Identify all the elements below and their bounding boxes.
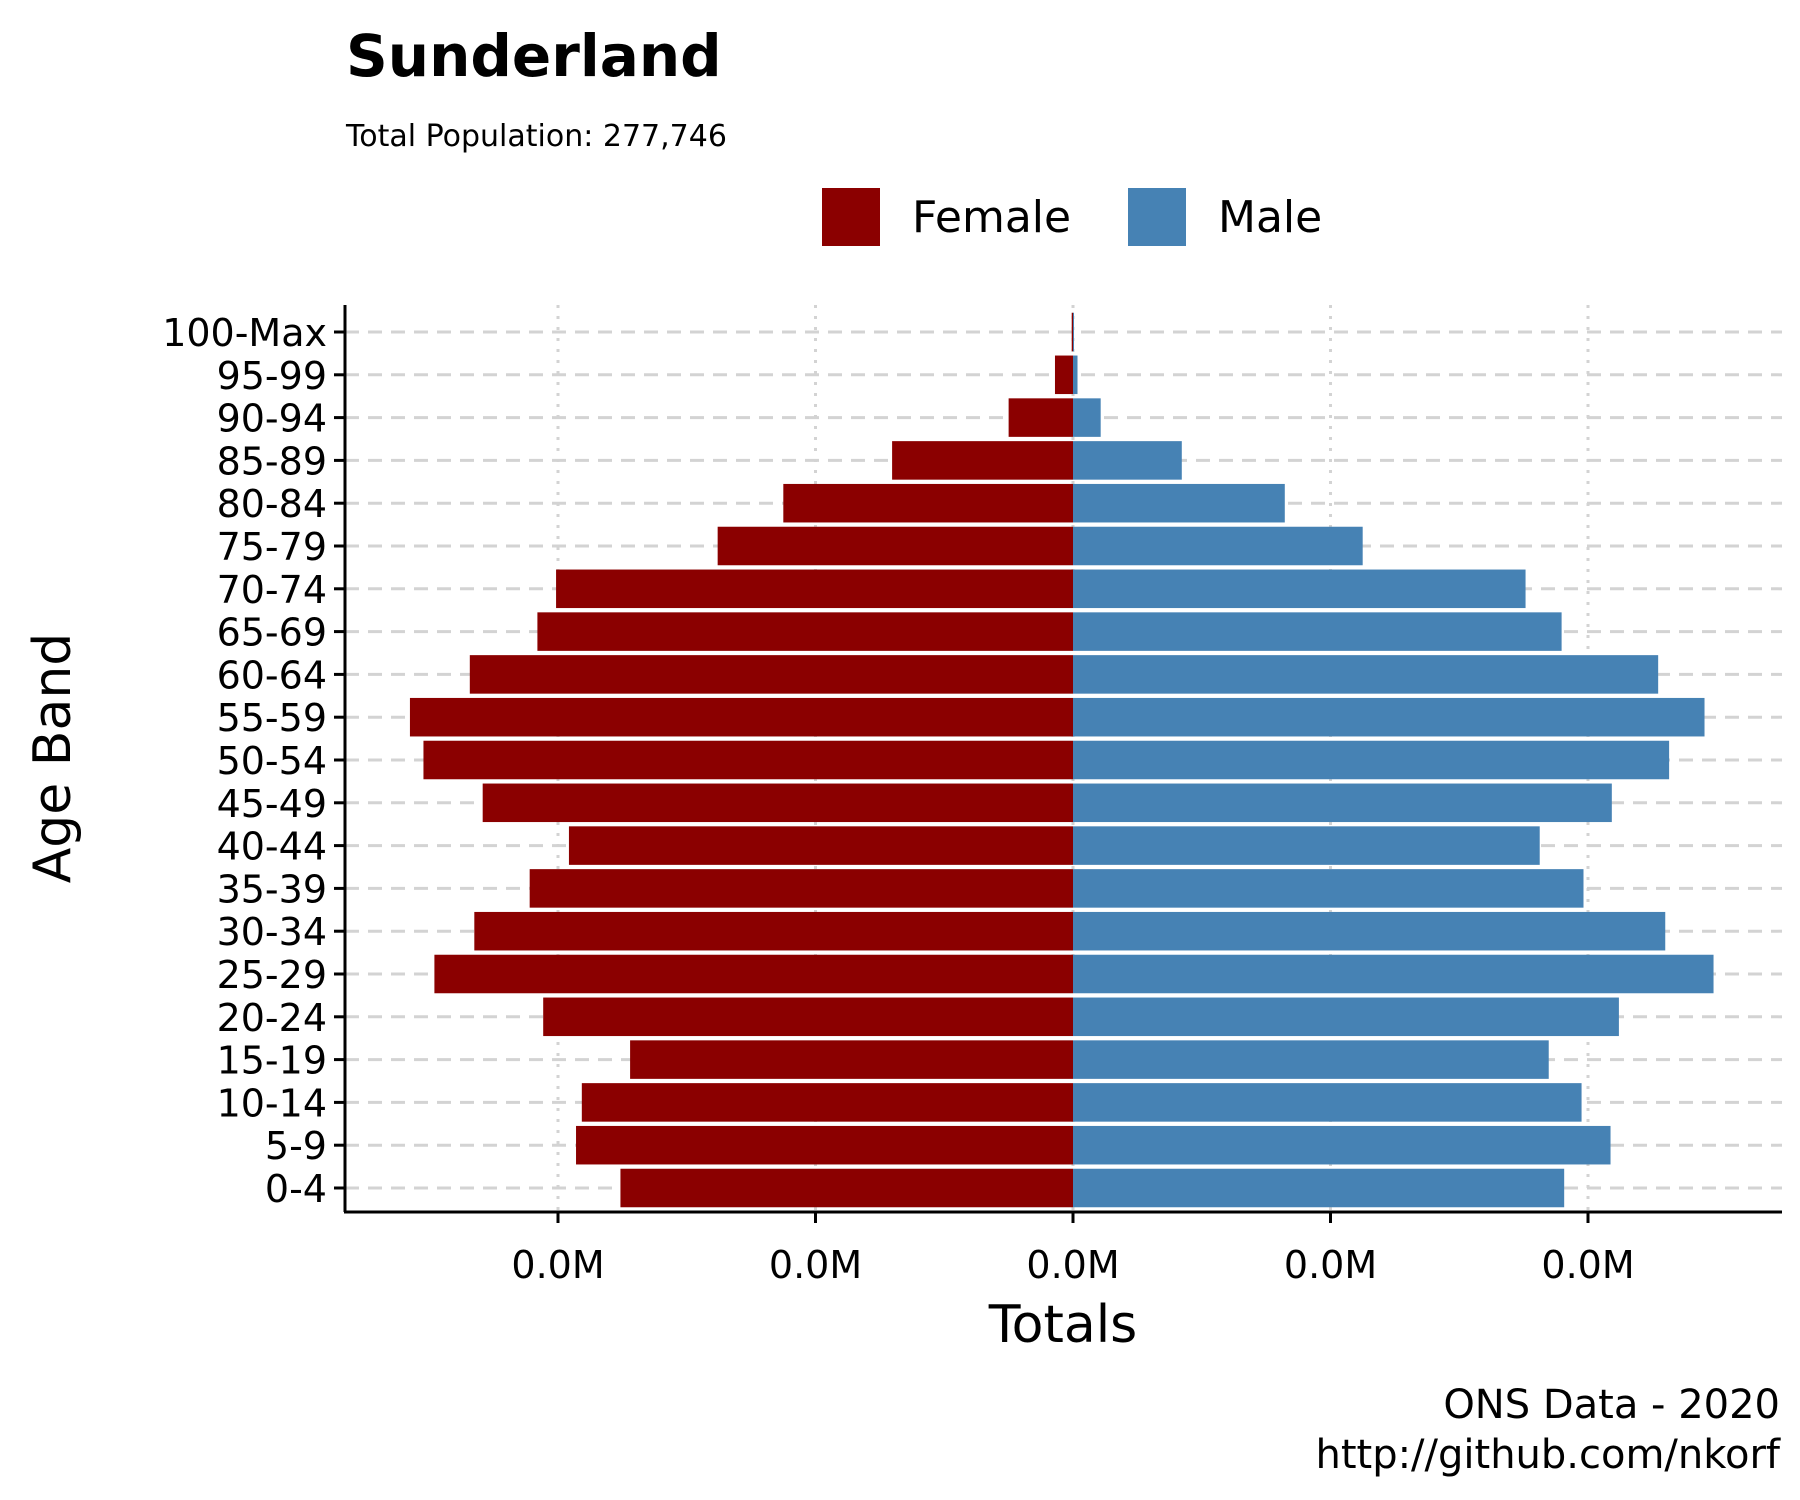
y-tick-label: 95-99 [217,354,327,398]
y-tick-label: 10-14 [217,1081,327,1125]
y-tick-label: 75-79 [217,525,327,569]
legend-swatch-female [822,188,880,246]
y-tick-label: 35-39 [217,867,327,911]
bar-female-75-79 [717,526,1073,566]
y-tick-label: 60-64 [217,653,327,697]
bar-male-95-99 [1073,355,1078,395]
y-tick-label: 45-49 [217,782,327,826]
y-tick-label: 15-19 [217,1039,327,1083]
bar-male-45-49 [1073,783,1612,823]
y-tick-label: 55-59 [217,696,327,740]
bar-male-10-14 [1073,1083,1582,1122]
legend-swatch-male [1128,188,1186,246]
bar-female-25-29 [434,954,1073,994]
bar-female-5-9 [576,1125,1073,1165]
bar-female-40-44 [568,826,1073,865]
bar-male-0-4 [1073,1168,1565,1208]
y-tick-label: 5-9 [265,1124,327,1168]
bar-male-20-24 [1073,997,1619,1037]
y-tick-label: 80-84 [217,482,327,526]
chart-title: Sunderland [346,22,722,90]
bar-male-30-34 [1073,911,1666,951]
bar-female-95-99 [1054,355,1073,395]
x-tick-label: 0.0M [511,1243,604,1287]
bar-male-85-89 [1073,441,1182,480]
bar-male-65-69 [1073,612,1562,651]
x-tick-label: 0.0M [1026,1243,1119,1287]
x-axis-title: Totals [988,1295,1138,1355]
bar-male-5-9 [1073,1125,1611,1165]
bar-male-75-79 [1073,526,1363,566]
y-tick-label: 90-94 [217,397,327,441]
y-axis-title: Age Band [23,633,83,884]
y-tick-label: 40-44 [217,825,327,869]
bar-female-35-39 [529,869,1073,908]
y-tick-label: 0-4 [265,1167,327,1211]
bar-female-80-84 [783,483,1073,523]
x-tick-label: 0.0M [769,1243,862,1287]
y-tick-label: 30-34 [217,910,327,954]
bar-female-100-Max [1071,312,1073,352]
bar-female-85-89 [892,441,1073,480]
bar-male-80-84 [1073,483,1285,523]
y-tick-label: 65-69 [217,611,327,655]
bar-female-0-4 [620,1168,1073,1208]
bar-female-90-94 [1008,398,1073,437]
bars [409,312,1714,1208]
bar-female-15-19 [630,1040,1073,1079]
bar-male-70-74 [1073,569,1526,609]
chart-subtitle: Total Population: 277,746 [345,119,727,154]
bar-male-50-54 [1073,740,1670,780]
bar-female-30-34 [474,911,1073,951]
bar-male-60-64 [1073,655,1659,694]
x-tick-label: 0.0M [1541,1243,1634,1287]
bar-male-100-Max [1073,312,1074,352]
bar-female-20-24 [543,997,1073,1037]
bar-female-65-69 [537,612,1073,651]
caption-url: http://github.com/nkorf [1315,1432,1780,1478]
bar-male-55-59 [1073,697,1705,737]
y-tick-label: 20-24 [217,996,327,1040]
y-axis-ticks: 0-45-910-1415-1920-2425-2930-3435-3940-4… [162,311,345,1211]
y-tick-label: 50-54 [217,739,327,783]
bar-male-25-29 [1073,954,1714,994]
bar-female-55-59 [409,697,1073,737]
x-axis-ticks: 0.0M 0.0M 0.0M 0.0M 0.0M [511,1212,1635,1287]
bar-female-50-54 [423,740,1073,780]
caption-source: ONS Data - 2020 [1443,1382,1780,1428]
y-tick-label: 85-89 [217,439,327,483]
y-tick-label: 100-Max [162,311,327,355]
bar-male-90-94 [1073,398,1101,437]
legend: Female Male [822,188,1322,246]
legend-label-male: Male [1218,192,1322,243]
bar-female-60-64 [469,655,1073,694]
y-tick-label: 25-29 [217,953,327,997]
bar-female-70-74 [556,569,1073,609]
x-tick-label: 0.0M [1284,1243,1377,1287]
bar-female-10-14 [581,1083,1073,1122]
bar-female-45-49 [482,783,1073,823]
bar-male-40-44 [1073,826,1540,865]
bar-male-35-39 [1073,869,1584,908]
legend-label-female: Female [912,192,1071,243]
bar-male-15-19 [1073,1040,1549,1079]
y-tick-label: 70-74 [217,568,327,612]
